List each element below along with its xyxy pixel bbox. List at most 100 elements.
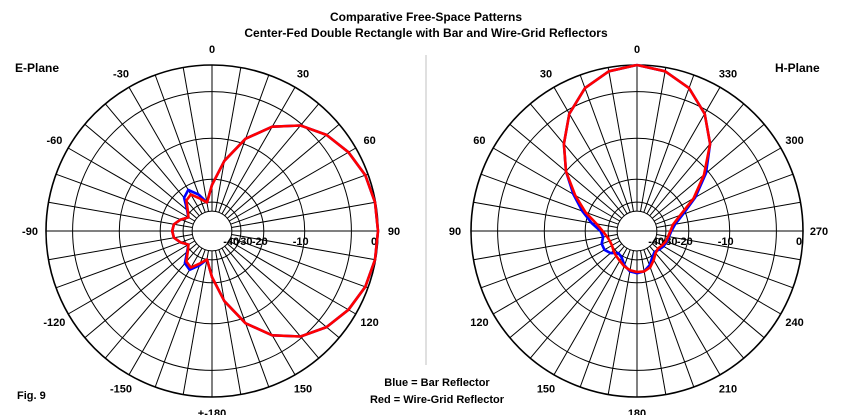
angle-tick-label: 60: [363, 135, 375, 147]
grid-spoke: [104, 245, 200, 359]
grid-spoke: [226, 243, 340, 339]
grid-spoke: [553, 248, 628, 376]
h-plane-plot: 03303002702402101801501209060300-10-20-3…: [449, 44, 828, 415]
title-line-2: Center-Fed Double Rectangle with Bar and…: [244, 26, 608, 40]
grid-spoke: [643, 249, 695, 388]
grid-spoke: [128, 86, 203, 214]
grid-spoke: [473, 234, 618, 261]
grid-spoke: [529, 245, 625, 359]
h-plane-label: H-Plane: [775, 61, 820, 75]
angle-tick-label: 120: [360, 317, 378, 329]
grid-spoke: [67, 147, 195, 222]
grid-spoke: [154, 249, 206, 388]
angle-tick-label: 0: [634, 44, 640, 56]
grid-spoke: [651, 243, 765, 339]
grid-spoke: [607, 250, 634, 395]
grid-spoke: [215, 250, 242, 395]
angle-tick-label: 210: [719, 384, 737, 396]
grid-spoke: [579, 249, 631, 388]
radial-tick-label: -20: [252, 236, 268, 248]
grid-spoke: [509, 243, 623, 339]
angle-tick-label: 60: [473, 135, 485, 147]
angle-tick-label: 120: [470, 317, 488, 329]
angle-tick-label: 30: [297, 68, 309, 80]
grid-spoke: [649, 245, 745, 359]
grid-spoke: [640, 250, 667, 395]
grid-spoke: [529, 103, 625, 217]
grid-spoke: [229, 240, 357, 315]
grid-spoke: [224, 245, 320, 359]
grid-spoke: [230, 237, 369, 289]
radial-tick-label: 0: [796, 236, 802, 248]
grid-spoke: [55, 173, 194, 225]
angle-tick-label: 150: [537, 384, 555, 396]
grid-spoke: [480, 173, 619, 225]
grid-spoke: [48, 201, 193, 228]
grid-spoke: [182, 250, 209, 395]
angle-tick-label: 330: [719, 68, 737, 80]
grid-spoke: [607, 67, 634, 212]
grid-spoke: [182, 67, 209, 212]
grid-spoke: [231, 201, 376, 228]
grid-spoke: [492, 147, 620, 222]
grid-spoke: [654, 240, 782, 315]
grid-spoke: [67, 240, 195, 315]
e-plane-plot: 0 30 60 90 120 150 +-180 -150 -120 -90 -60 -30 0 -10 -…: [22, 44, 400, 415]
radial-tick-label: 0: [371, 236, 377, 248]
angle-tick-label: 0: [209, 44, 215, 56]
grid-spoke: [218, 249, 270, 388]
grid-spoke: [84, 243, 198, 339]
radial-tick-label: -10: [293, 236, 309, 248]
grid-spoke: [231, 234, 376, 261]
angle-tick-label: 150: [294, 384, 312, 396]
angle-tick-label: 270: [810, 226, 828, 238]
pattern-series-wire-grid-reflector: [170, 124, 380, 338]
title-line-1: Comparative Free-Space Patterns: [330, 10, 522, 24]
radial-tick-label: -10: [718, 236, 734, 248]
angle-tick-label: 30: [540, 68, 552, 80]
legend-blue: Blue = Bar Reflector: [384, 377, 490, 389]
angle-tick-label: -30: [113, 68, 129, 80]
grid-spoke: [480, 237, 619, 289]
angle-tick-label: 180: [628, 408, 646, 415]
pattern-series-wire-grid-reflector: [562, 63, 712, 274]
angle-tick-label: 90: [388, 226, 400, 238]
angle-tick-label: 90: [449, 226, 461, 238]
figure-label: Fig. 9: [17, 390, 46, 402]
grid-spoke: [224, 103, 320, 217]
grid-spoke: [640, 67, 667, 212]
angle-tick-label: -90: [22, 226, 38, 238]
grid-spoke: [48, 234, 193, 261]
angle-tick-label: -150: [110, 384, 132, 396]
legend-red: Red = Wire-Grid Reflector: [370, 394, 505, 406]
angle-tick-label: 300: [785, 135, 803, 147]
grid-spoke: [655, 237, 794, 289]
grid-spoke: [154, 74, 206, 213]
grid-spoke: [221, 86, 296, 214]
grid-spoke: [55, 237, 194, 289]
grid-spoke: [492, 240, 620, 315]
grid-spoke: [230, 173, 369, 225]
grid-spoke: [651, 123, 765, 219]
grid-spoke: [221, 248, 296, 376]
grid-spoke: [656, 201, 801, 228]
grid-spoke: [215, 67, 242, 212]
grid-spoke: [218, 74, 270, 213]
grid-spoke: [643, 74, 695, 213]
grid-spoke: [646, 86, 721, 214]
grid-spoke: [226, 123, 340, 219]
grid-spoke: [649, 103, 745, 217]
e-plane-label: E-Plane: [15, 61, 59, 75]
grid-spoke: [646, 248, 721, 376]
grid-spoke: [84, 123, 198, 219]
radial-tick-label: -30: [237, 236, 253, 248]
grid-spoke: [579, 74, 631, 213]
grid-spoke: [553, 86, 628, 214]
radial-tick-label: -40: [223, 236, 239, 248]
grid-spoke: [654, 147, 782, 222]
grid-spoke: [656, 234, 801, 261]
angle-tick-label: +-180: [198, 408, 226, 415]
radial-tick-label: -20: [677, 236, 693, 248]
